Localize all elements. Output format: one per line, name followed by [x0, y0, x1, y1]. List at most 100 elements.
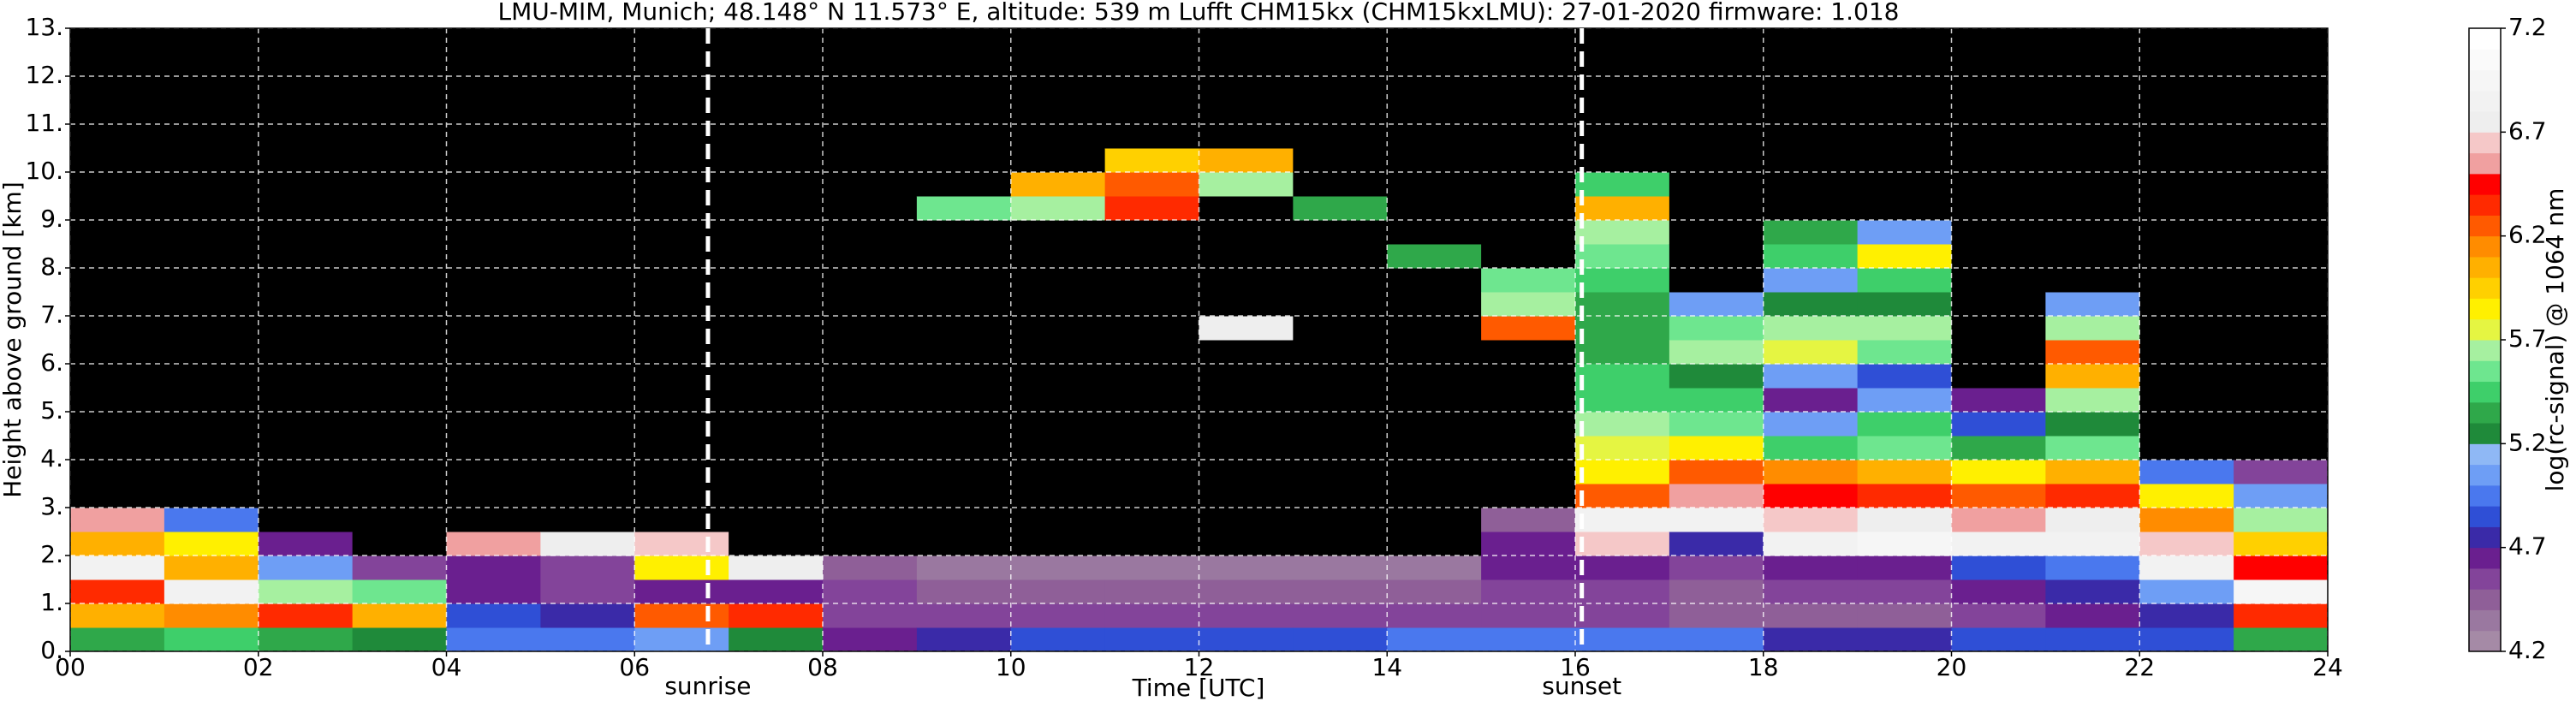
heatmap-cell [1481, 124, 1576, 149]
heatmap-cell [1669, 508, 1764, 532]
colorbar-segment [2469, 235, 2501, 258]
heatmap-cell [1763, 244, 1859, 269]
heatmap-cell [446, 172, 541, 197]
heatmap-cell [1481, 196, 1576, 221]
heatmap-cell [164, 412, 259, 437]
heatmap-cell [823, 556, 918, 580]
heatmap-cell [1387, 220, 1482, 245]
heatmap-cell [1669, 28, 1764, 53]
heatmap-cell [1857, 532, 1952, 556]
heatmap-cell [540, 603, 635, 628]
heatmap-cell [164, 316, 259, 341]
heatmap-cell [1104, 508, 1199, 532]
colorbar-segment [2469, 111, 2501, 133]
heatmap-cell [634, 556, 729, 580]
heatmap-cell [352, 28, 447, 53]
y-axis-label: Height above ground [km] [0, 181, 27, 498]
heatmap-cell [446, 316, 541, 341]
heatmap-cell [352, 364, 447, 389]
heatmap-cell [540, 52, 635, 77]
heatmap-cell [1951, 484, 2046, 508]
heatmap-cell [164, 244, 259, 269]
heatmap-cell [258, 172, 354, 197]
heatmap-cell [1293, 603, 1388, 628]
heatmap-cell [1763, 196, 1859, 221]
heatmap-cell [352, 148, 447, 173]
heatmap-cell [446, 52, 541, 77]
heatmap-cell [729, 579, 824, 604]
heatmap-cell [1293, 484, 1388, 508]
heatmap-cell [1857, 244, 1952, 269]
x-tick-label: 22 [2124, 653, 2155, 681]
heatmap-cell [1104, 76, 1199, 101]
heatmap-cell [258, 76, 354, 101]
heatmap-cell [823, 76, 918, 101]
heatmap-cell [1857, 364, 1952, 389]
heatmap-cell [916, 556, 1012, 580]
heatmap-cell [916, 268, 1012, 293]
heatmap-cell [352, 484, 447, 508]
heatmap-cell [1104, 388, 1199, 413]
heatmap-cell [823, 52, 918, 77]
heatmap-cell [1857, 76, 1952, 101]
heatmap-cell [446, 268, 541, 293]
heatmap-cell [1010, 603, 1106, 628]
heatmap-cell [1199, 340, 1294, 365]
heatmap-cell [1387, 100, 1482, 125]
heatmap-cell [1010, 172, 1106, 197]
heatmap-cell [823, 244, 918, 269]
x-tick-label: 04 [431, 653, 462, 681]
heatmap-cell [1575, 316, 1670, 341]
y-tick-label: 9. [40, 205, 63, 233]
heatmap-cell [2234, 124, 2329, 149]
heatmap-cell [164, 124, 259, 149]
heatmap-cell [916, 220, 1012, 245]
heatmap-cell [1857, 220, 1952, 245]
heatmap-cell [1857, 556, 1952, 580]
heatmap-cell [1763, 412, 1859, 437]
heatmap-cell [2234, 148, 2329, 173]
heatmap-cell [70, 412, 165, 437]
heatmap-cell [70, 603, 165, 628]
heatmap-cell [823, 28, 918, 53]
heatmap-cell [2139, 124, 2234, 149]
heatmap-cell [2234, 292, 2329, 317]
heatmap-cell [2234, 508, 2329, 532]
heatmap-cell [916, 316, 1012, 341]
heatmap-cell [446, 364, 541, 389]
heatmap-cell [1951, 603, 2046, 628]
heatmap-cell [1010, 388, 1106, 413]
heatmap-cell [70, 52, 165, 77]
heatmap-cell [1104, 100, 1199, 125]
heatmap-cell [1010, 148, 1106, 173]
heatmap-cell [2234, 412, 2329, 437]
heatmap-cell [1481, 579, 1576, 604]
heatmap-cell [540, 172, 635, 197]
heatmap-cell [1951, 76, 2046, 101]
heatmap-cell [352, 172, 447, 197]
heatmap-cell [164, 532, 259, 556]
heatmap-cell [1669, 484, 1764, 508]
heatmap-cell [1199, 532, 1294, 556]
heatmap-cell [2234, 627, 2329, 652]
heatmap-cell [2139, 484, 2234, 508]
heatmap-cell [1199, 388, 1294, 413]
heatmap-cell [1763, 436, 1859, 460]
heatmap-cell [2139, 52, 2234, 77]
heatmap-cell [916, 148, 1012, 173]
heatmap-cell [1763, 76, 1859, 101]
heatmap-cell [2139, 76, 2234, 101]
heatmap-cell [446, 532, 541, 556]
heatmap-cell [634, 436, 729, 460]
heatmap-cell [1010, 436, 1106, 460]
heatmap-cell [164, 436, 259, 460]
heatmap-cell [1481, 627, 1576, 652]
colorbar-segment [2469, 132, 2501, 154]
heatmap-cell [1293, 436, 1388, 460]
heatmap-cell [2045, 172, 2140, 197]
heatmap-cell [1669, 52, 1764, 77]
colorbar-segment [2469, 401, 2501, 424]
heatmap-cell [70, 388, 165, 413]
heatmap-cell [2045, 388, 2140, 413]
colorbar-segment [2469, 298, 2501, 320]
